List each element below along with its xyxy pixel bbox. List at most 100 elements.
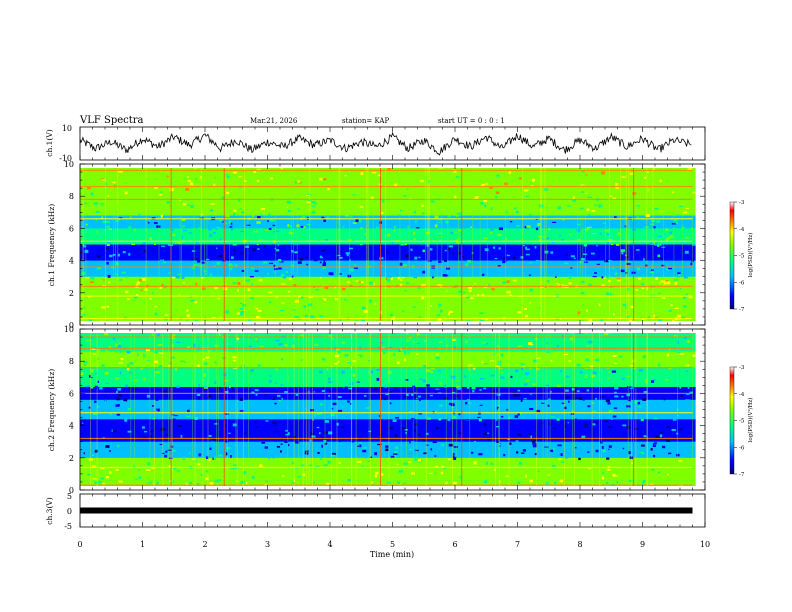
ch2-spec-cell — [517, 454, 521, 456]
ch2-spec-cell — [280, 423, 286, 426]
ch1-spec-cell — [670, 257, 674, 261]
ch1-spec-cell — [291, 275, 294, 278]
ch2-spec-cell — [198, 453, 202, 455]
ch2-spec-cell — [544, 446, 549, 448]
ch1-spec-cell — [531, 178, 535, 182]
ch2-spec-cell — [535, 482, 538, 485]
ch2-spec-cell — [629, 481, 632, 483]
ch1-spec-cell — [614, 216, 617, 218]
ch2-spec-cell — [599, 381, 603, 383]
ch2-spec-cell — [410, 441, 415, 444]
ch2-spec-cell — [138, 476, 142, 479]
ch2-spec-cell — [243, 422, 247, 426]
ch2-spec-cell — [568, 400, 570, 403]
ch2-spec-cell — [134, 478, 139, 480]
ch2-spec-cell — [411, 373, 416, 376]
ch1-spec-cell — [134, 228, 136, 232]
ch2-spec-cell — [691, 437, 696, 440]
ch1-spec-sferic-line — [158, 168, 160, 321]
ch2-spec-cell — [118, 362, 123, 364]
ch1-spec-sferic-line — [447, 168, 449, 321]
ch2-spec-cell — [394, 451, 398, 454]
ch1-spec-cell — [234, 264, 238, 267]
ch2-spec-cell — [536, 486, 539, 487]
ch1-spec-cell — [199, 230, 205, 234]
ch1-spec-cell — [391, 319, 395, 321]
ch2-spec-cell — [642, 355, 646, 359]
ch2-spec-cell — [80, 372, 84, 375]
ch1-spec-cell — [648, 237, 650, 240]
ch1-colorbar-tick-label: -5 — [739, 254, 745, 260]
ch1-spec-cell — [291, 264, 294, 267]
ch1-spec-cell — [278, 266, 282, 270]
ch2-spec-cell — [653, 418, 658, 420]
ch2-spec-cell — [571, 410, 575, 414]
ch1-spec-cell — [427, 259, 432, 262]
ch2-spec-cell — [165, 434, 169, 436]
ch1-spec-cell — [216, 207, 221, 210]
ch1-spec-cell — [327, 248, 333, 251]
ch2-spec-event-line — [633, 333, 635, 486]
ch2-spec-cell — [356, 381, 360, 383]
ch2-spec-cell — [329, 390, 332, 393]
ch2-spec-cell — [216, 449, 220, 452]
ch2-spec-cell — [236, 337, 240, 340]
ch1-spec-cell — [304, 280, 307, 283]
ch1-spec-cell — [145, 299, 149, 302]
ch2-spec-cell — [179, 384, 182, 387]
ch1-spec-cell — [579, 261, 582, 264]
ch2-spec-cell — [352, 331, 355, 333]
ch2-spec-cell — [521, 367, 524, 370]
ch2-spec-cell — [146, 469, 151, 472]
ch2-spec-emission-line — [80, 484, 693, 486]
ch2-spec-cell — [495, 426, 500, 428]
ch2-spec-cell — [265, 420, 269, 422]
ch2-spec-cell — [517, 481, 521, 485]
ch1-spec-cell — [115, 262, 118, 264]
ch1-spec-cell — [297, 168, 301, 169]
ch2-spec-cell — [192, 343, 196, 346]
ch1-spec-cell — [101, 306, 106, 309]
ch2-spec-cell — [316, 426, 320, 429]
ch2-spec-cell — [272, 455, 275, 459]
ch1-spec-cell — [539, 307, 542, 309]
ch2-spec-cell — [109, 415, 112, 418]
ch1-spec-cell — [345, 252, 350, 255]
ch2-spec-cell — [388, 370, 392, 374]
ch2-spec-cell — [394, 387, 399, 389]
ch1-spec-cell — [352, 222, 357, 224]
ch2-spec-cell — [88, 458, 94, 461]
ch2-spec-cell — [411, 472, 415, 475]
ch2-spec-cell — [435, 426, 440, 429]
ch2-spec-cell — [497, 486, 499, 487]
ch2-spec-cell — [552, 464, 556, 468]
ch2-spec-cell — [180, 435, 183, 438]
ch1-spec-cell — [456, 176, 460, 178]
ch1-spec-cell — [171, 228, 174, 231]
ch1-spec-cell — [153, 242, 156, 246]
ch1-spec-cell — [279, 261, 284, 263]
ch2-spec-cell — [621, 377, 625, 380]
ch2-spec-cell — [275, 441, 277, 443]
ch1-spec-cell — [459, 229, 462, 232]
ch1-spec-cell — [160, 259, 163, 261]
ch2-spec-cell — [251, 413, 253, 415]
ch2-spec-cell — [380, 342, 384, 344]
ch1-spec-cell — [242, 303, 246, 307]
ch1-spec-cell — [581, 170, 585, 173]
ch2-spec-cell — [115, 343, 118, 347]
ch2-spec-band — [80, 351, 705, 368]
ch1-spec-cell — [691, 259, 694, 262]
ch1-spec-cell — [248, 241, 251, 244]
ch2-spec-cell — [99, 363, 101, 367]
ch1-spec-cell — [535, 227, 539, 231]
ch1-spec-cell — [197, 227, 201, 230]
ch1-spec-cell — [625, 272, 628, 274]
ch1-spec-cell — [161, 245, 165, 247]
ch1-spec-emission-line — [80, 317, 693, 320]
ch1-spec-cell — [112, 203, 117, 207]
ch1-spec-cell — [334, 286, 337, 289]
ch1-spec-cell — [412, 306, 417, 308]
ch2-spec-cell — [365, 456, 368, 459]
ch1-spec-cell — [540, 270, 545, 273]
